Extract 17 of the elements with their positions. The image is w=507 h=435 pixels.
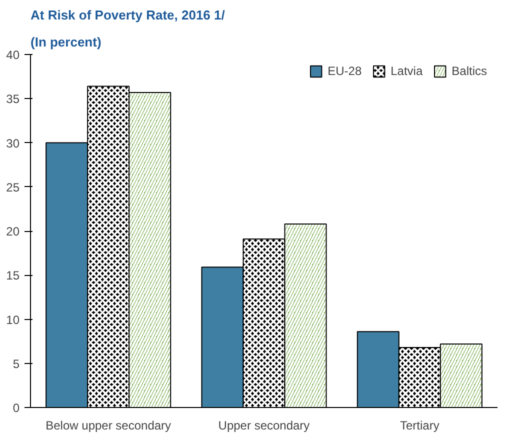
chart-subtitle: (In percent) <box>30 34 102 50</box>
x-tick-label: Below upper secondary <box>46 418 172 432</box>
chart-title: At Risk of Poverty Rate, 2016 1/ <box>30 8 226 22</box>
y-tick-label: 20 <box>6 224 20 238</box>
legend-label: EU-28 <box>328 64 362 78</box>
y-tick-label: 0 <box>12 401 20 415</box>
y-tick-label: 5 <box>12 356 20 371</box>
y-tick-label: 30 <box>6 136 20 150</box>
y-tick-label: 40 <box>6 48 20 62</box>
x-tick-label: Upper secondary <box>218 418 310 432</box>
y-tick-label: 10 <box>6 312 20 327</box>
legend-label: Baltics <box>452 64 487 78</box>
x-tick-label: Tertiary <box>400 418 440 432</box>
legend-label: Latvia <box>390 64 423 78</box>
y-tick-label: 35 <box>6 92 20 106</box>
y-tick-label: 25 <box>6 180 20 194</box>
y-tick-label: 15 <box>6 268 20 283</box>
